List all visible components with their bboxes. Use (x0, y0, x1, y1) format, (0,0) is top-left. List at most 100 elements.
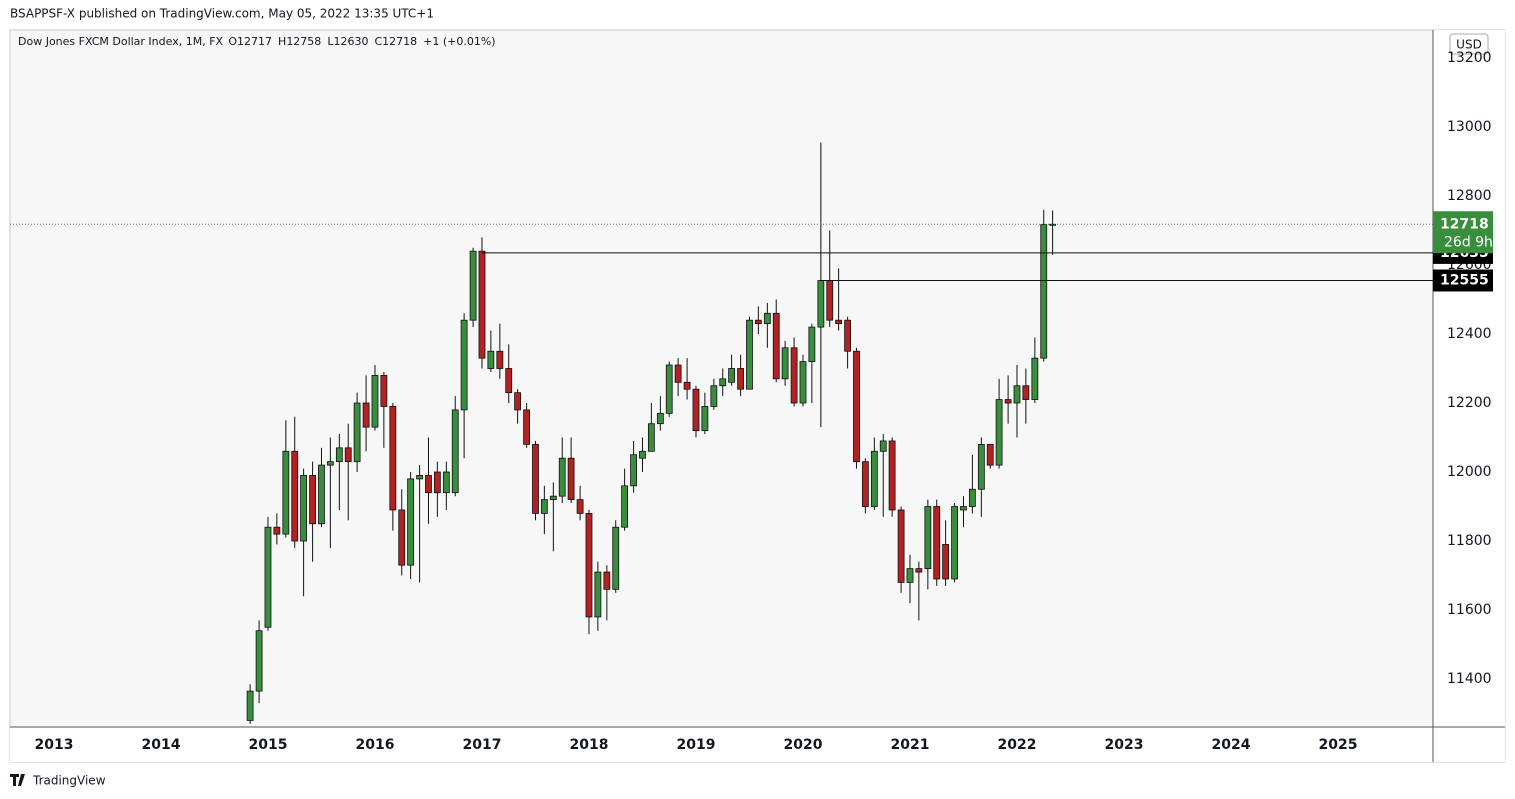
x-tick-label: 2019 (676, 737, 715, 753)
candle-body (433, 471, 441, 494)
candle-body (924, 506, 932, 570)
published-note: BSAPPSF-X published on TradingView.com, … (10, 7, 434, 21)
ohlc-value: 12718 (382, 35, 417, 48)
y-tick-label: 11400 (1447, 671, 1492, 687)
ohlc-key: C (374, 35, 382, 48)
candle-body (291, 450, 299, 542)
ohlc-value: 12758 (286, 35, 321, 48)
legend: Dow Jones FXCM Dollar Index, 1M, FX O 1271… (18, 35, 496, 48)
candle-body (817, 280, 825, 328)
x-tick-label: 2017 (462, 737, 501, 753)
candle-body (540, 499, 548, 514)
candle-body (505, 368, 513, 394)
ohlc-key: H (278, 35, 286, 48)
candle-body (371, 374, 379, 428)
x-tick-label: 2023 (1104, 737, 1143, 753)
candle-body (763, 312, 771, 325)
last-price-label: 12718 (1440, 216, 1489, 232)
candle-body (478, 250, 486, 359)
x-tick-label: 2016 (355, 737, 394, 753)
y-tick-label: 12800 (1447, 188, 1492, 204)
y-tick-label: 13200 (1447, 50, 1492, 66)
candle-body (737, 368, 744, 390)
candle-body (549, 495, 557, 501)
candle-body (300, 475, 308, 542)
candle-body (772, 312, 780, 380)
candle-body (460, 319, 468, 411)
candle-body (808, 326, 816, 362)
candle-body (416, 475, 423, 480)
candle-body (309, 475, 316, 525)
candle-body (487, 350, 495, 369)
y-tick-label: 11600 (1447, 602, 1492, 618)
candle-body (728, 368, 736, 383)
candle-body (567, 457, 575, 501)
level-label: 12555 (1440, 273, 1489, 289)
x-tick-label: 2015 (248, 737, 287, 753)
candle-body (353, 402, 361, 463)
candle-body (683, 381, 691, 390)
brand-name: TradingView (32, 774, 106, 788)
candle-body (942, 544, 950, 580)
candle-body (861, 461, 869, 507)
candle-body (977, 444, 985, 490)
ohlc-key: O (228, 35, 237, 48)
x-tick-label: 2025 (1318, 737, 1357, 753)
candle-body (835, 319, 843, 325)
candle-body (425, 475, 432, 494)
candle-body (255, 630, 263, 692)
candle-body (1040, 224, 1048, 359)
candle-body (647, 423, 655, 452)
candle-body (594, 571, 602, 618)
last-price-box (1433, 211, 1493, 254)
candle-body (888, 440, 896, 511)
candle-body (906, 568, 914, 583)
candle-body (933, 506, 941, 580)
candle-body (273, 526, 281, 535)
candle-body (701, 406, 709, 432)
y-tick-label: 12000 (1447, 464, 1492, 480)
candle-body (826, 280, 834, 321)
candle-body (692, 388, 700, 432)
x-tick-label: 2020 (783, 737, 822, 753)
candle-body (799, 361, 807, 404)
candle-body (897, 509, 905, 583)
chart-frame (9, 29, 1506, 763)
candle-body (719, 378, 727, 387)
candle-body (442, 471, 450, 494)
x-tick-label: 2024 (1211, 737, 1250, 753)
x-tick-label: 2014 (141, 737, 180, 753)
candle-body (264, 526, 272, 628)
candle-body (1049, 223, 1057, 226)
y-tick-label: 12400 (1447, 326, 1492, 342)
ohlc-value: 12630 (333, 35, 368, 48)
x-tick-label: 2018 (569, 737, 608, 753)
candle-body (960, 506, 967, 511)
candle-body (879, 440, 887, 452)
candle-body (915, 568, 923, 573)
candle-body (1022, 385, 1030, 400)
candle-body (523, 409, 530, 445)
candle-body (282, 450, 290, 535)
candle-body (246, 690, 254, 721)
candle-body (389, 406, 397, 511)
candle-body (496, 350, 504, 369)
candle-body (781, 347, 789, 380)
symbol: Dow Jones FXCM Dollar Index, 1M, FX (18, 35, 224, 48)
candle-body (612, 526, 620, 590)
candle-body (790, 347, 798, 404)
candle-body (986, 444, 994, 466)
candle-body (746, 319, 753, 390)
candle-body (853, 350, 860, 463)
x-tick-label: 2022 (997, 737, 1036, 753)
candle-body (754, 319, 762, 325)
ohlc-key: L (327, 35, 334, 48)
currency: USD (1456, 38, 1482, 52)
x-tick-label: 2021 (890, 737, 929, 753)
currency-box[interactable] (1449, 33, 1489, 55)
candle-body (603, 571, 611, 590)
y-tick-label: 11800 (1447, 533, 1492, 549)
candle-body (335, 447, 343, 463)
candle-body (451, 409, 459, 494)
